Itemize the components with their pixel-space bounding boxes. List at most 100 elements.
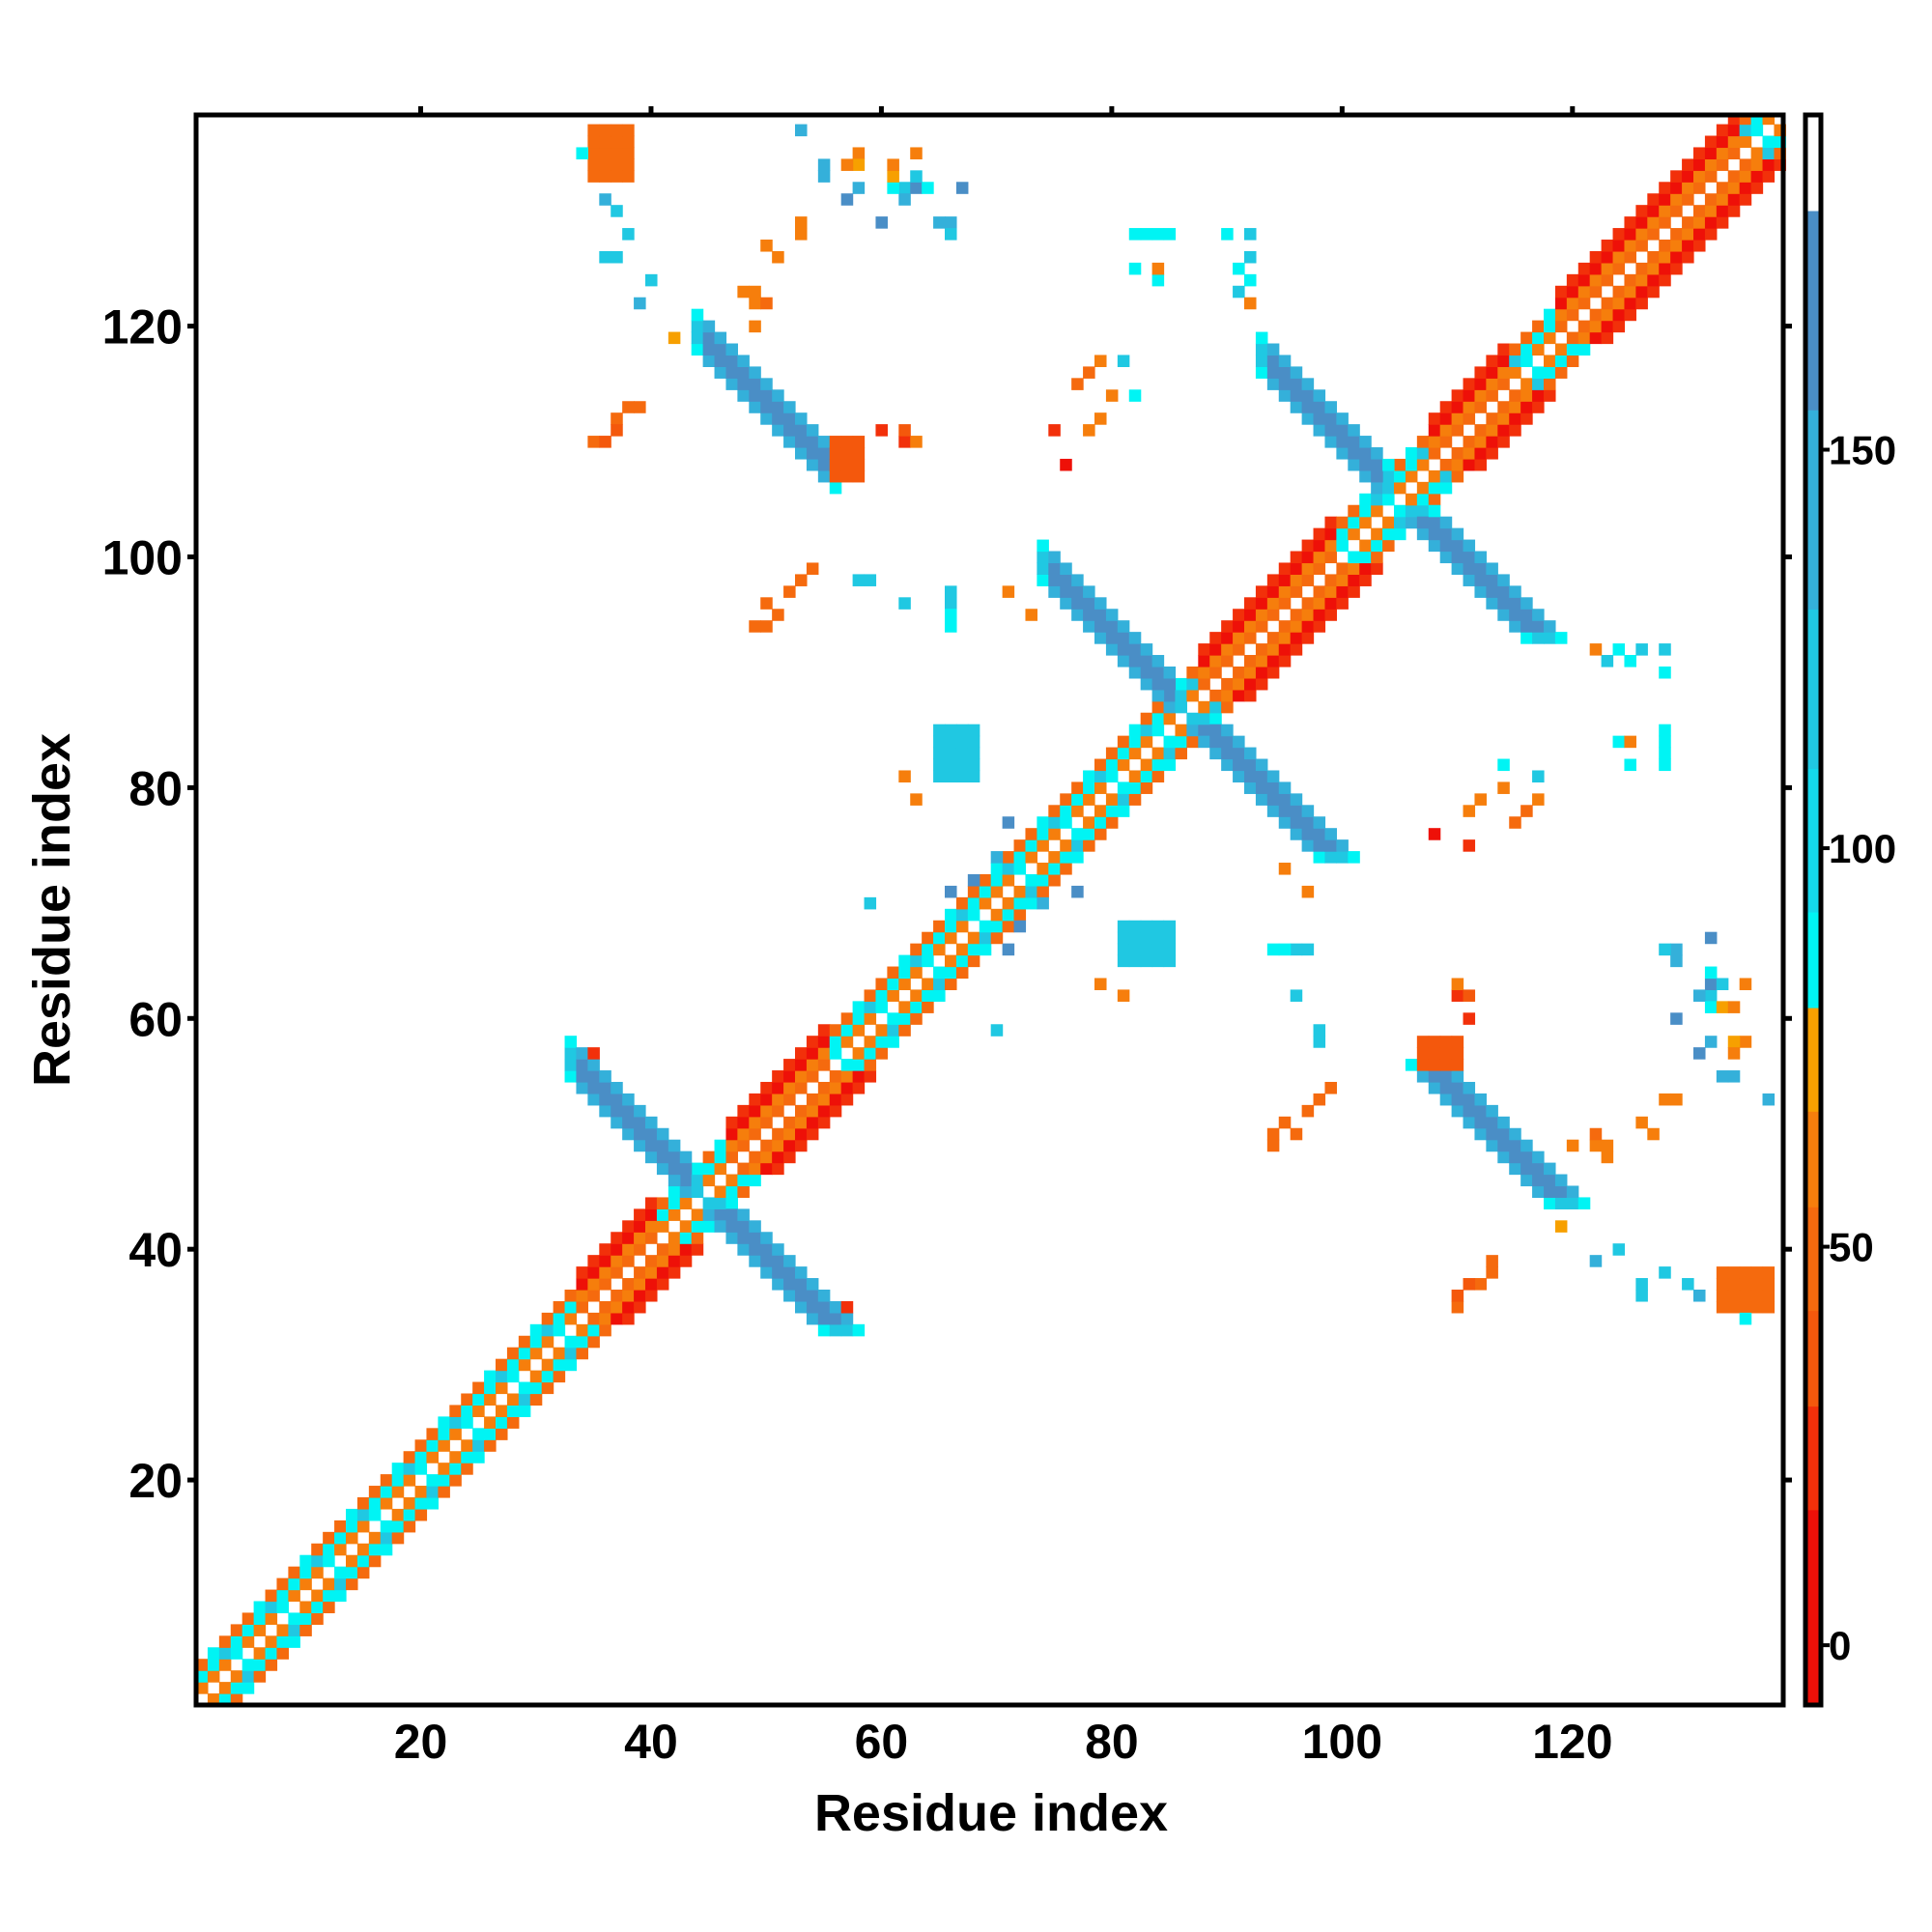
- heatmap-cell: [1071, 609, 1084, 621]
- heatmap-cell: [1163, 735, 1177, 749]
- heatmap-cell: [1520, 805, 1533, 817]
- colorbar-bin: [1805, 1509, 1821, 1706]
- heatmap-cell: [864, 1001, 877, 1013]
- heatmap-cell: [714, 343, 727, 356]
- heatmap-cell: [1336, 424, 1349, 437]
- heatmap-cell: [817, 469, 831, 483]
- heatmap-cell: [1266, 343, 1280, 356]
- heatmap-cell: [587, 170, 600, 183]
- heatmap-cell: [299, 1612, 312, 1625]
- heatmap-cell: [1071, 828, 1084, 840]
- heatmap-cell: [1324, 828, 1337, 840]
- heatmap-cell: [1278, 863, 1292, 875]
- heatmap-cell: [945, 609, 957, 621]
- heatmap-cell: [553, 1300, 566, 1314]
- heatmap-cell: [1474, 366, 1487, 379]
- heatmap-cell: [783, 1266, 796, 1279]
- heatmap-cell: [1151, 712, 1165, 725]
- heatmap-cell: [1762, 135, 1776, 149]
- heatmap-cell: [1266, 666, 1280, 679]
- heatmap-cell: [1336, 436, 1349, 448]
- heatmap-cell: [564, 1300, 578, 1314]
- heatmap-cell: [634, 1232, 646, 1244]
- heatmap-cell: [1186, 689, 1199, 702]
- heatmap-cell: [1117, 943, 1130, 956]
- heatmap-cell: [645, 1232, 658, 1244]
- heatmap-cell: [634, 1220, 646, 1233]
- heatmap-cell: [334, 1589, 347, 1603]
- heatmap-cell: [1151, 689, 1165, 702]
- heatmap-cell: [518, 1381, 531, 1395]
- heatmap-cell: [1278, 781, 1292, 794]
- heatmap-cell: [1439, 412, 1453, 425]
- heatmap-cell: [1301, 609, 1315, 621]
- heatmap-cell: [1037, 551, 1049, 564]
- heatmap-cell: [852, 1024, 866, 1037]
- heatmap-cell: [622, 158, 635, 171]
- heatmap-cell: [1278, 632, 1292, 644]
- heatmap-cell: [967, 735, 980, 749]
- heatmap-cell: [380, 1486, 393, 1498]
- heatmap-cell: [1497, 1139, 1510, 1152]
- heatmap-cell: [622, 1232, 635, 1244]
- heatmap-cell: [299, 1566, 312, 1579]
- heatmap-cell: [1128, 655, 1142, 668]
- heatmap-cell: [1428, 412, 1441, 425]
- heatmap-cell: [656, 1278, 669, 1291]
- heatmap-cell: [749, 285, 761, 298]
- heatmap-cell: [829, 1047, 842, 1060]
- heatmap-cell: [656, 1243, 669, 1256]
- heatmap-cell: [840, 1070, 854, 1083]
- heatmap-cell: [1647, 205, 1660, 217]
- heatmap-cell: [668, 331, 681, 345]
- heatmap-cell: [380, 1543, 393, 1556]
- heatmap-cell: [1013, 839, 1027, 852]
- heatmap-cell: [1670, 193, 1683, 206]
- heatmap-cell: [1060, 805, 1072, 817]
- heatmap-cell: [656, 1220, 669, 1233]
- heatmap-cell: [218, 1647, 232, 1660]
- heatmap-cell: [1117, 793, 1130, 806]
- heatmap-cell: [714, 1139, 727, 1152]
- heatmap-cell: [1151, 954, 1165, 968]
- heatmap-cell: [749, 1151, 761, 1164]
- heatmap-cell: [691, 1232, 704, 1244]
- heatmap-cell: [1659, 240, 1671, 252]
- heatmap-cell: [945, 978, 957, 991]
- heatmap-cell: [1739, 1312, 1752, 1325]
- heatmap-cell: [737, 285, 750, 298]
- heatmap-cell: [1416, 493, 1430, 506]
- heatmap-cell: [1382, 527, 1395, 541]
- heatmap-cell: [1693, 170, 1706, 183]
- heatmap-cell: [299, 1577, 312, 1591]
- heatmap-cell: [1544, 632, 1556, 644]
- x-axis-title: Residue index: [814, 1784, 1168, 1842]
- heatmap-cell: [1451, 458, 1464, 471]
- heatmap-cell: [218, 1635, 232, 1648]
- heatmap-cell: [380, 1520, 393, 1533]
- heatmap-cell: [679, 1162, 693, 1176]
- heatmap-cell: [1509, 343, 1521, 356]
- heatmap-cell: [611, 135, 623, 149]
- heatmap-cell: [1532, 770, 1545, 783]
- heatmap-cell: [1486, 1139, 1498, 1152]
- heatmap-cell: [1278, 816, 1292, 829]
- heatmap-cell: [1554, 297, 1568, 310]
- heatmap-cell: [1221, 700, 1234, 714]
- heatmap-cell: [806, 447, 819, 460]
- heatmap-cell: [611, 170, 623, 183]
- heatmap-cell: [714, 1197, 727, 1209]
- heatmap-cell: [898, 770, 911, 783]
- heatmap-cell: [1612, 308, 1626, 322]
- heatmap-cell: [426, 1474, 439, 1487]
- heatmap-cell: [449, 1451, 462, 1463]
- heatmap-cell: [323, 1577, 335, 1591]
- heatmap-cell: [518, 1347, 531, 1360]
- heatmap-cell: [783, 585, 796, 598]
- heatmap-cell: [1266, 643, 1280, 656]
- heatmap-cell: [898, 1001, 911, 1013]
- heatmap-cell: [1336, 527, 1349, 541]
- heatmap-cell: [702, 355, 716, 367]
- heatmap-cell: [933, 943, 946, 956]
- heatmap-cell: [1509, 1127, 1521, 1141]
